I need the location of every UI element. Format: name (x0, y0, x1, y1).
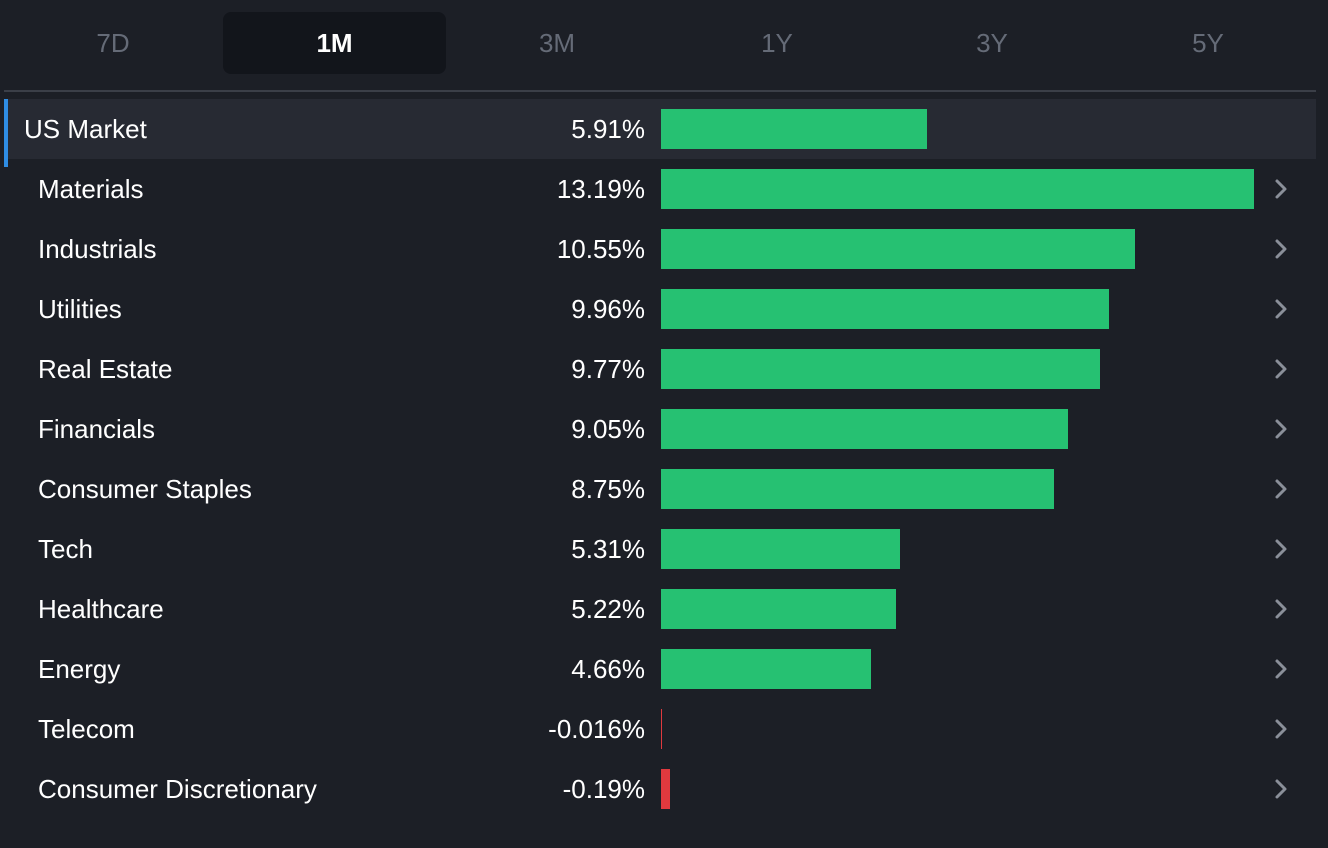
market-label: US Market (24, 114, 147, 144)
sector-return: 5.31% (571, 534, 645, 564)
sector-return: 9.77% (571, 354, 645, 384)
return-bar-positive (661, 169, 1254, 209)
sector-row[interactable]: Consumer Discretionary -0.19% (4, 759, 1316, 819)
sector-row[interactable]: Healthcare 5.22% (4, 579, 1316, 639)
tab-7d[interactable]: 7D (96, 28, 130, 58)
sector-label: Consumer Discretionary (38, 774, 317, 804)
sector-return: 13.19% (556, 174, 645, 204)
return-bar-positive (661, 349, 1100, 389)
chevron-right-icon[interactable] (1270, 177, 1292, 201)
selected-indicator (4, 99, 8, 167)
sector-label: Energy (38, 654, 121, 684)
tab-5y[interactable]: 5Y (1192, 28, 1224, 58)
sector-label: Consumer Staples (38, 474, 252, 504)
sector-return: 5.22% (571, 594, 645, 624)
return-bar-positive (661, 589, 896, 629)
sector-label: Tech (38, 534, 93, 564)
chevron-right-icon[interactable] (1270, 717, 1292, 741)
sector-return: 4.66% (571, 654, 645, 684)
period-tabs: 7D 1M 3M 1Y 3Y 5Y (0, 12, 1328, 74)
sector-return: 9.05% (571, 414, 645, 444)
sector-row[interactable]: Tech 5.31% (4, 519, 1316, 579)
sector-return: -0.016% (548, 714, 645, 744)
market-row[interactable]: US Market 5.91% (4, 99, 1316, 167)
return-bar-negative (661, 769, 670, 809)
return-bar-positive (661, 469, 1054, 509)
sector-return: 10.55% (556, 234, 645, 264)
chevron-right-icon[interactable] (1270, 477, 1292, 501)
return-bar-positive (661, 649, 871, 689)
chevron-right-icon[interactable] (1270, 237, 1292, 261)
sector-label: Utilities (38, 294, 122, 324)
sector-row[interactable]: Financials 9.05% (4, 399, 1316, 459)
sector-label: Telecom (38, 714, 135, 744)
chevron-right-icon[interactable] (1270, 417, 1292, 441)
return-bar-positive (661, 529, 900, 569)
tab-3m[interactable]: 3M (538, 28, 576, 58)
sector-label: Industrials (38, 234, 157, 264)
chevron-right-icon[interactable] (1270, 657, 1292, 681)
return-bar-positive (661, 229, 1135, 269)
return-bar-positive (661, 289, 1109, 329)
tab-1y[interactable]: 1Y (761, 28, 793, 58)
sector-row[interactable]: Energy 4.66% (4, 639, 1316, 699)
sector-row[interactable]: Utilities 9.96% (4, 279, 1316, 339)
sector-row[interactable]: Real Estate 9.77% (4, 339, 1316, 399)
market-return: 5.91% (571, 114, 645, 144)
chevron-right-icon[interactable] (1270, 297, 1292, 321)
chevron-right-icon[interactable] (1270, 777, 1292, 801)
chevron-right-icon[interactable] (1270, 597, 1292, 621)
tab-1m[interactable]: 1M (223, 12, 446, 74)
tab-3y[interactable]: 3Y (976, 28, 1008, 58)
return-bar-positive (661, 409, 1068, 449)
sector-row[interactable]: Materials 13.19% (4, 159, 1316, 219)
sector-label: Materials (38, 174, 144, 204)
tabs-divider (4, 90, 1316, 92)
sector-return: 8.75% (571, 474, 645, 504)
chevron-right-icon[interactable] (1270, 357, 1292, 381)
sector-label: Healthcare (38, 594, 164, 624)
return-bar-negative (661, 709, 662, 749)
sector-row[interactable]: Industrials 10.55% (4, 219, 1316, 279)
sector-return: 9.96% (571, 294, 645, 324)
sector-label: Real Estate (38, 354, 173, 384)
sector-row[interactable]: Telecom -0.016% (4, 699, 1316, 759)
chevron-right-icon[interactable] (1270, 537, 1292, 561)
return-bar-positive (661, 109, 927, 149)
sector-return: -0.19% (562, 774, 645, 804)
sector-row[interactable]: Consumer Staples 8.75% (4, 459, 1316, 519)
sector-label: Financials (38, 414, 156, 444)
